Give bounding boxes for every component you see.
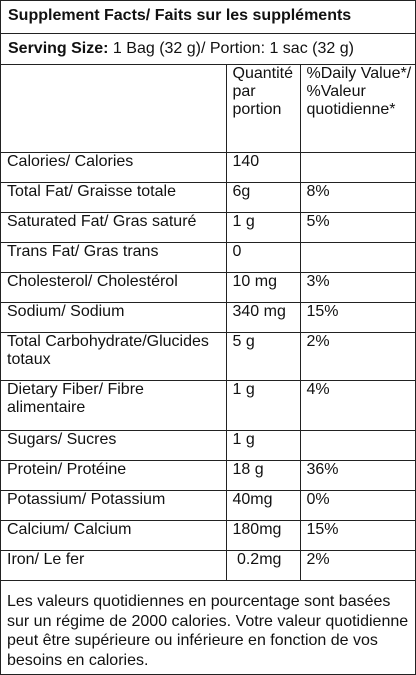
nutrient-dv [299,241,415,273]
nutrient-name: Protein/ Protéine [1,459,227,491]
nutrient-amount: 1 g [225,379,301,431]
nutrient-dv: 2% [299,331,415,381]
table-row: Calories/ Calories 140 [1,151,415,183]
nutrient-dv: 36% [299,459,415,491]
nutrient-amount: 0 [225,241,301,273]
nutrient-name: Total Fat/ Graisse totale [1,181,227,213]
nutrient-dv: 2% [299,549,415,581]
nutrient-name: Total Carbohydrate/Glucides totaux [1,331,227,381]
nutrient-amount: 18 g [225,459,301,491]
nutrient-dv [299,429,415,461]
nutrient-dv: 5% [299,211,415,243]
header-nutrient [1,65,227,153]
nutrient-name: Cholesterol/ Cholestérol [1,271,227,303]
nutrient-name: Sodium/ Sodium [1,301,227,333]
nutrient-table: Quantité par portion %Daily Value*/ %Val… [1,65,415,581]
nutrient-amount: 1 g [225,211,301,243]
nutrient-name: Sugars/ Sucres [1,429,227,461]
nutrient-dv: 15% [299,301,415,333]
header-amount: Quantité par portion [225,65,301,153]
serving-size: Serving Size: 1 Bag (32 g)/ Portion: 1 s… [1,34,415,65]
table-row: Potassium/ Potassium 40mg 0% [1,489,415,521]
table-row: Cholesterol/ Cholestérol 10 mg 3% [1,271,415,303]
table-row: Protein/ Protéine 18 g 36% [1,459,415,491]
nutrient-dv [299,151,415,183]
nutrient-amount: 10 mg [225,271,301,303]
header-daily-value: %Daily Value*/ %Valeur quotidienne* [299,65,415,153]
nutrient-name: Potassium/ Potassium [1,489,227,521]
footnote: Les valeurs quotidiennes en pourcentage … [7,593,409,669]
serving-size-value: 1 Bag (32 g)/ Portion: 1 sac (32 g) [108,40,354,57]
table-row: Sodium/ Sodium 340 mg 15% [1,301,415,333]
nutrient-dv: 8% [299,181,415,213]
nutrient-amount: 140 [225,151,301,183]
table-row: Trans Fat/ Gras trans 0 [1,241,415,273]
nutrient-name: Calcium/ Calcium [1,519,227,551]
nutrient-amount: 340 mg [225,301,301,333]
nutrient-amount: 0.2mg [225,549,301,581]
label-title: Supplement Facts/ Faits sur les suppléme… [1,1,415,34]
nutrient-name: Calories/ Calories [1,151,227,183]
nutrient-dv: 15% [299,519,415,551]
nutrient-dv: 0% [299,489,415,521]
nutrient-dv: 3% [299,271,415,303]
nutrient-amount: 40mg [225,489,301,521]
nutrient-dv: 4% [299,379,415,431]
table-row: Iron/ Le fer 0.2mg 2% [1,549,415,581]
table-row: Total Fat/ Graisse totale 6g 8% [1,181,415,213]
nutrient-amount: 5 g [225,331,301,381]
table-row: Dietary Fiber/ Fibre alimentaire 1 g 4% [1,379,415,431]
table-header-row: Quantité par portion %Daily Value*/ %Val… [1,65,415,153]
nutrient-name: Dietary Fiber/ Fibre alimentaire [1,379,227,431]
nutrient-name: Iron/ Le fer [1,549,227,581]
nutrient-name: Saturated Fat/ Gras saturé [1,211,227,243]
serving-size-label: Serving Size: [8,40,109,57]
nutrient-amount: 180mg [225,519,301,551]
nutrient-amount: 1 g [225,429,301,461]
table-row: Calcium/ Calcium 180mg 15% [1,519,415,551]
table-row: Saturated Fat/ Gras saturé 1 g 5% [1,211,415,243]
nutrient-name: Trans Fat/ Gras trans [1,241,227,273]
nutrient-amount: 6g [225,181,301,213]
table-row: Total Carbohydrate/Glucides totaux 5 g 2… [1,331,415,381]
table-row: Sugars/ Sucres 1 g [1,429,415,461]
